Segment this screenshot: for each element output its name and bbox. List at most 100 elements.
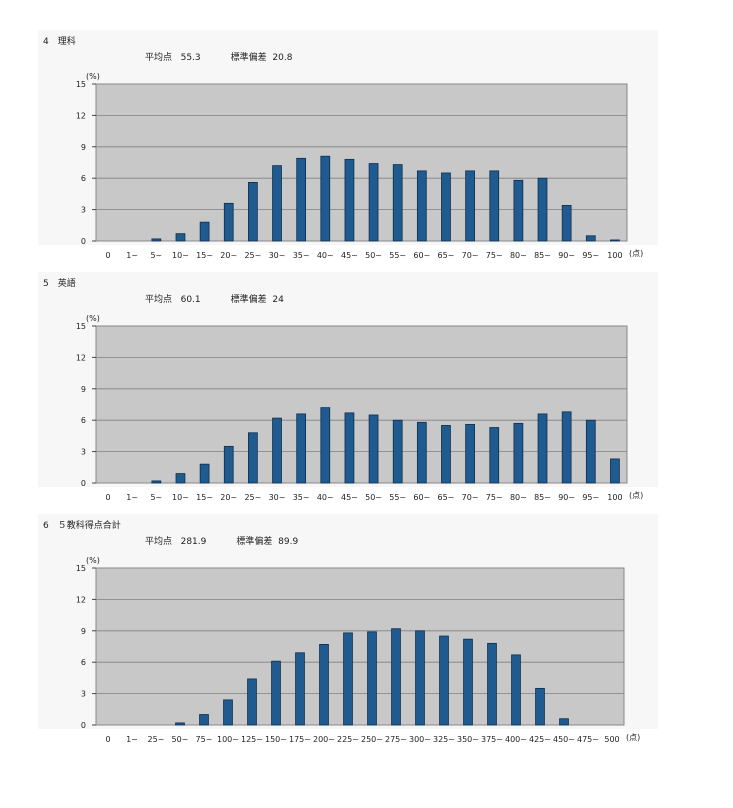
x-tick-label: 100	[607, 493, 622, 502]
y-tick-label: 0	[81, 721, 86, 730]
bar	[175, 233, 186, 242]
y-tick-label: 9	[81, 385, 86, 394]
x-tick-label: 10~	[172, 493, 189, 502]
y-tick-label: 3	[81, 690, 86, 699]
x-tick-label: 85~	[534, 251, 551, 260]
sd-label: 標準偏差	[236, 537, 273, 547]
x-tick-label: 175~	[289, 735, 311, 744]
bar	[248, 181, 258, 242]
mean-label: 平均点	[145, 53, 173, 63]
y-tick-label: 0	[81, 237, 86, 246]
y-axis-label: (%)	[86, 556, 100, 565]
x-tick-label: 1~	[126, 251, 138, 260]
x-tick-label: 25~	[148, 735, 165, 744]
bar	[223, 202, 234, 242]
x-tick-label: 95~	[582, 251, 599, 260]
bar	[272, 417, 282, 484]
x-tick-label: 35~	[293, 493, 310, 502]
bar	[585, 235, 596, 242]
x-tick-label: 80~	[510, 251, 527, 260]
bar	[295, 652, 305, 726]
x-tick-label: 325~	[433, 735, 455, 744]
x-tick-label: 50~	[172, 735, 189, 744]
x-tick-label: 25~	[244, 493, 261, 502]
bar	[151, 238, 162, 242]
x-unit-label: (点)	[629, 249, 643, 258]
bar	[319, 644, 329, 726]
x-tick-label: 200~	[313, 735, 335, 744]
bar	[535, 687, 545, 726]
bar	[344, 412, 355, 484]
x-tick-label: 50~	[365, 493, 382, 502]
stats-line: 平均点 281.9 標準偏差 89.9	[145, 534, 298, 547]
x-tick-label: 65~	[438, 493, 455, 502]
x-tick-label: 0	[106, 493, 111, 502]
bar	[487, 642, 497, 726]
bar	[610, 239, 620, 242]
x-tick-label: 400~	[505, 735, 527, 744]
x-tick-label: 150~	[265, 735, 287, 744]
x-tick-label: 425~	[529, 735, 551, 744]
x-tick-label: 15~	[196, 251, 213, 260]
y-tick-label: 15	[76, 322, 86, 331]
x-tick-label: 100	[607, 251, 622, 260]
x-tick-label: 15~	[196, 493, 213, 502]
bar	[247, 678, 257, 726]
x-tick-label: 225~	[337, 735, 359, 744]
y-axis-label: (%)	[86, 314, 100, 323]
bar	[175, 473, 186, 484]
bar	[513, 422, 524, 484]
x-tick-label: 70~	[462, 251, 479, 260]
sd-label: 標準偏差	[230, 295, 267, 305]
y-axis-label: (%)	[86, 72, 100, 81]
stats-line: 平均点 55.3 標準偏差 20.8	[145, 50, 292, 63]
x-tick-label: 10~	[172, 251, 189, 260]
x-tick-label: 350~	[457, 735, 479, 744]
y-tick-label: 6	[81, 174, 86, 183]
x-tick-label: 75~	[486, 251, 503, 260]
bar	[416, 421, 427, 484]
mean-value: 281.9	[180, 537, 207, 547]
bar	[561, 411, 572, 484]
x-tick-label: 375~	[481, 735, 503, 744]
bar	[465, 170, 475, 242]
x-tick-label: 45~	[341, 251, 358, 260]
x-tick-label: 40~	[317, 493, 334, 502]
bar	[320, 155, 331, 242]
bar	[271, 660, 281, 726]
x-tick-label: 95~	[582, 493, 599, 502]
bar	[585, 419, 596, 484]
bar	[199, 463, 210, 484]
x-tick-label: 300~	[409, 735, 431, 744]
bar	[223, 699, 233, 726]
x-tick-label: 500	[604, 735, 619, 744]
bar	[151, 480, 162, 484]
x-tick-label: 75~	[486, 493, 503, 502]
x-tick-label: 250~	[361, 735, 383, 744]
x-tick-label: 90~	[558, 493, 575, 502]
x-tick-label: 55~	[389, 493, 406, 502]
y-tick-label: 0	[81, 479, 86, 488]
x-tick-label: 275~	[385, 735, 407, 744]
bar	[296, 413, 307, 484]
y-tick-label: 6	[81, 658, 86, 667]
bar	[559, 718, 569, 726]
y-tick-label: 12	[76, 111, 86, 120]
x-tick-label: 60~	[413, 493, 430, 502]
mean-label: 平均点	[145, 295, 173, 305]
y-tick-label: 6	[81, 416, 86, 425]
bar-chart: 0 3 6 9 12 15(%) 0 1~ 5~ 10~ 15~ 20~ 25~ 30~ 35~ 40~ 45~…	[76, 72, 643, 260]
x-tick-label: 5~	[150, 251, 162, 260]
chart-panel-science: 4 理科 平均点 55.3 標準偏差 20.8 0 3 6 9 12 15 (%) 0 1~ 5~ 1…	[38, 30, 658, 260]
stats-line: 平均点 60.1 標準偏差 24	[145, 292, 284, 305]
x-tick-label: 20~	[220, 493, 237, 502]
sd-value: 20.8	[272, 53, 293, 63]
x-tick-label: 0	[106, 251, 111, 260]
bar	[296, 157, 307, 242]
section-title: 5 英語	[43, 279, 76, 289]
bar	[175, 722, 185, 726]
x-tick-label: 1~	[126, 735, 138, 744]
x-tick-label: 40~	[317, 251, 334, 260]
bar-chart: 0 3 6 9 12 15(%) 0 1~ 5~ 10~ 15~ 20~ 25~ 30~ 35~ 40~ 45~…	[76, 314, 643, 502]
bar	[463, 638, 473, 726]
